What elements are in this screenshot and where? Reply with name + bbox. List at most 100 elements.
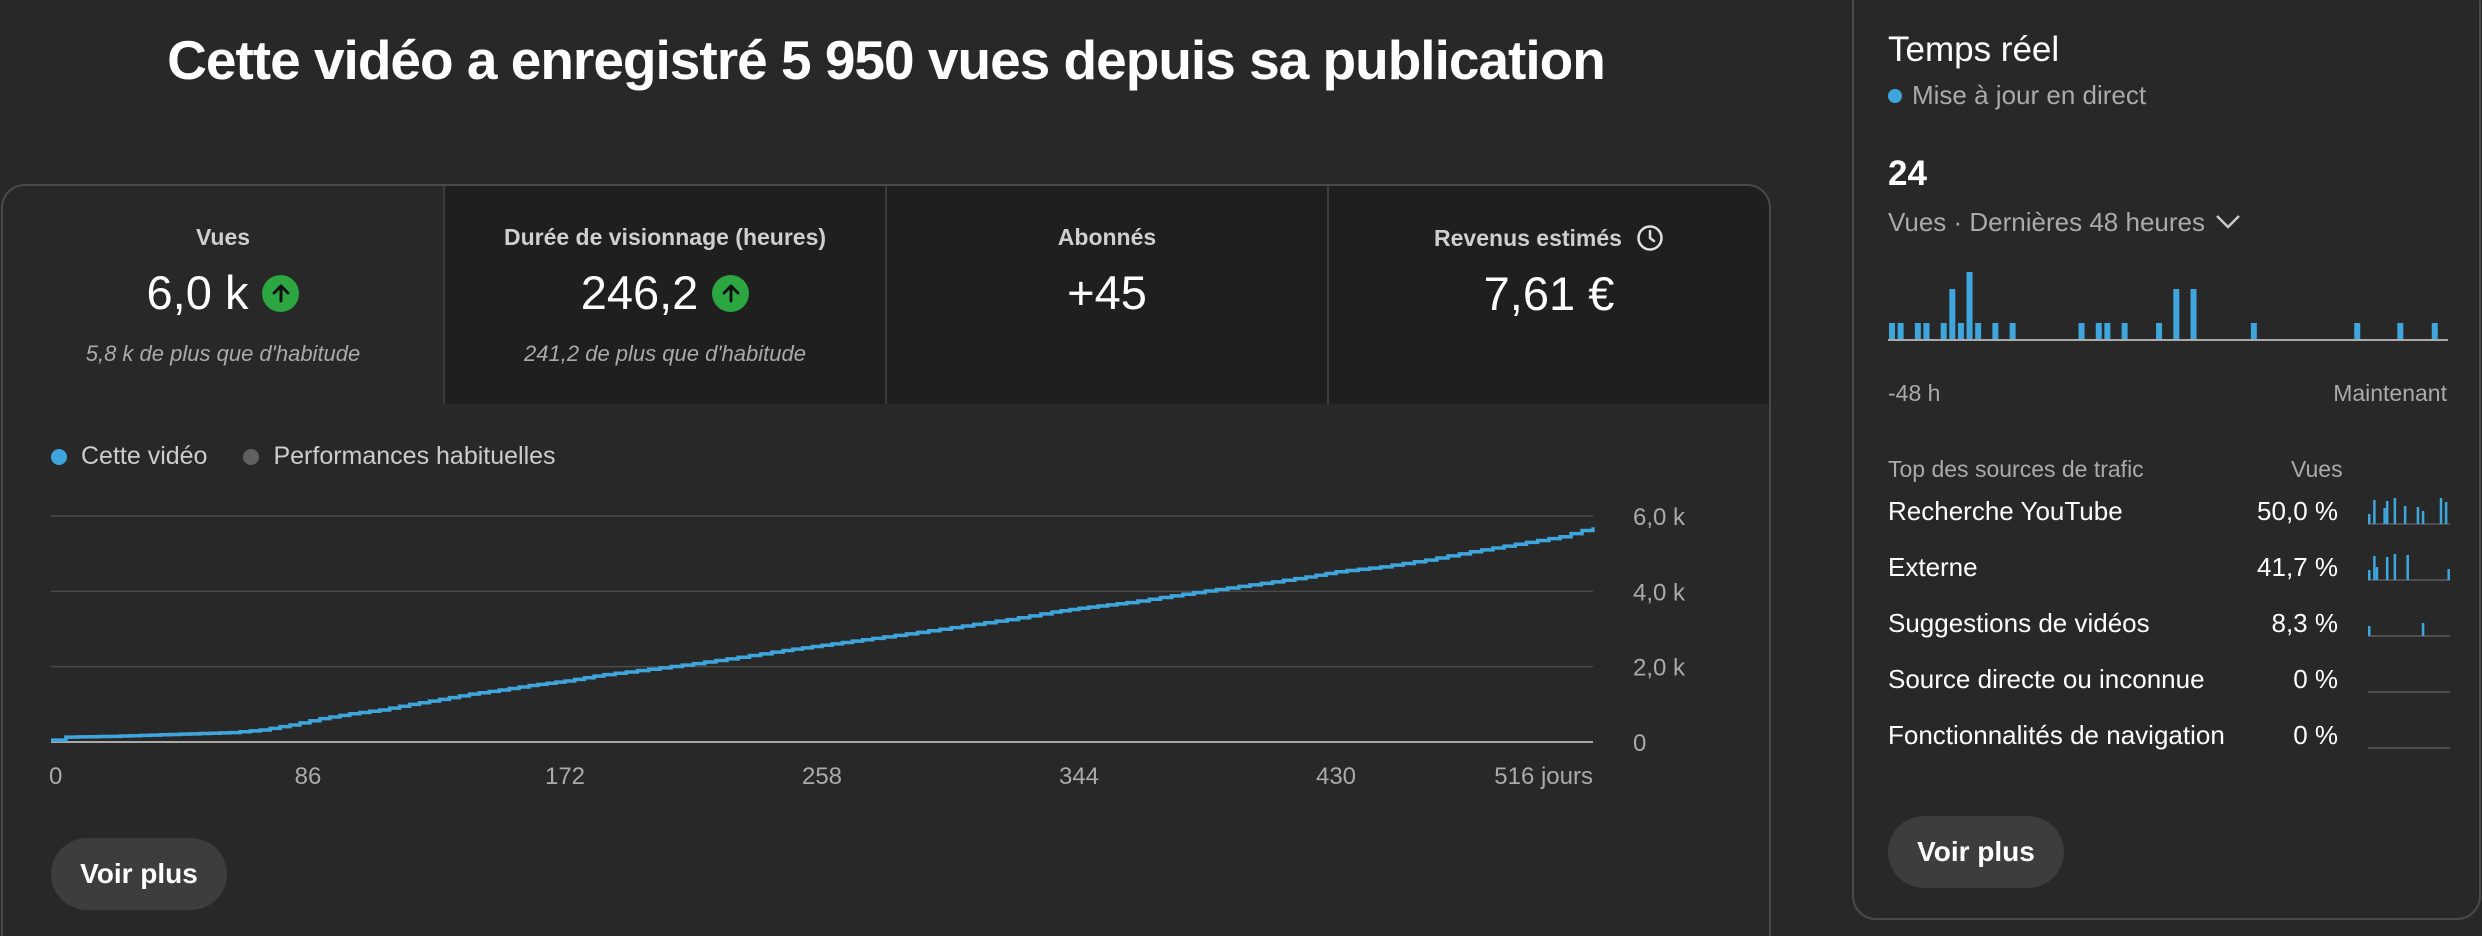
metric-value: 6,0 k	[3, 263, 443, 323]
metric-revenue[interactable]: Revenus estimés 7,61 €	[1327, 186, 1769, 404]
metric-value-text: +45	[1067, 266, 1147, 319]
traffic-source-percent: 8,3 %	[2271, 608, 2339, 638]
see-more-button[interactable]: Voir plus	[51, 838, 227, 910]
realtime-bar	[2250, 323, 2257, 340]
y-tick-label: 2,0 k	[1633, 655, 1686, 682]
metric-label: Vues	[195, 224, 251, 250]
x-tick-label: 344	[1059, 763, 1099, 790]
series-line-this-video	[51, 527, 1595, 742]
realtime-bar	[2173, 289, 2180, 340]
sparkline-bar	[2439, 498, 2443, 524]
realtime-bar	[2009, 323, 2016, 340]
traffic-source-row[interactable]: Source directe ou inconnue 0 %	[1888, 664, 2450, 704]
y-tick-label: 4,0 k	[1633, 579, 1686, 606]
realtime-bar	[1966, 272, 1973, 340]
sparkline-bar	[2368, 514, 2371, 524]
sources-header-label: Top des sources de trafic	[1888, 456, 2144, 482]
legend-this-video[interactable]: Cette vidéo	[51, 442, 207, 471]
realtime-bar	[1914, 323, 1921, 340]
legend-label: Cette vidéo	[81, 442, 208, 470]
traffic-source-name: Recherche YouTube	[1888, 496, 2123, 526]
realtime-bar	[2078, 323, 2085, 340]
metric-label-text: Revenus estimés	[1434, 224, 1622, 251]
metric-label: Revenus estimés	[1329, 224, 1769, 252]
views-line-chart[interactable]: 0 2,0 k 4,0 k 6,0 k 0 86 172 258 344 430 516 jours	[3, 186, 1771, 806]
sparkline-bar	[2393, 554, 2397, 580]
realtime-bar	[2190, 289, 2197, 340]
realtime-bar	[2095, 323, 2102, 340]
realtime-bar	[1975, 323, 1982, 340]
x-tick-label: 0	[49, 763, 62, 790]
legend-typical-performance[interactable]: Performances habituelles	[243, 442, 556, 471]
realtime-bar	[1923, 323, 1930, 340]
views-header-label: Vues	[2291, 456, 2343, 482]
realtime-bar	[1992, 323, 1999, 340]
metric-comparison: 5,8 k de plus que d'habitude	[85, 341, 361, 366]
realtime-bar	[2156, 323, 2163, 340]
period-label: Vues · Dernières 48 heures	[1888, 207, 2205, 237]
metric-comparison: 241,2 de plus que d'habitude	[524, 341, 806, 366]
realtime-bar	[1957, 323, 1964, 340]
metric-value-text: 7,61 €	[1483, 267, 1615, 320]
realtime-bar	[2397, 323, 2404, 340]
traffic-source-percent: 0 %	[2293, 720, 2338, 750]
realtime-bar	[1889, 323, 1895, 340]
axis-end-label: Maintenant	[2333, 380, 2447, 406]
traffic-source-row[interactable]: Fonctionnalités de navigation 0 %	[1888, 720, 2450, 760]
realtime-bar	[2121, 323, 2128, 340]
realtime-see-more-button[interactable]: Voir plus	[1888, 816, 2064, 888]
arrow-up-icon	[712, 274, 750, 312]
metric-value: 7,61 €	[1329, 264, 1769, 324]
sparkline-bar	[2383, 508, 2386, 524]
y-tick-label: 0	[1633, 730, 1646, 757]
sparkline-bar	[2403, 506, 2407, 524]
arrow-up-icon	[262, 274, 300, 312]
metric-label: Durée de visionnage (heures)	[503, 224, 827, 250]
clock-icon	[1636, 224, 1664, 252]
metric-views[interactable]: Vues 6,0 k 5,8 k de plus que d'habitude	[3, 186, 443, 404]
traffic-source-sparkline	[2368, 498, 2450, 525]
traffic-source-row[interactable]: Externe 41,7 %	[1888, 552, 2450, 592]
legend-label: Performances habituelles	[273, 442, 556, 470]
traffic-source-sparkline	[2368, 554, 2450, 581]
sparkline-bar	[2421, 511, 2425, 524]
realtime-bar-chart[interactable]	[1888, 252, 2450, 352]
sparkline-bar	[2385, 501, 2389, 524]
metric-value: 246,2	[445, 263, 885, 323]
metric-subscribers[interactable]: Abonnés +45	[885, 186, 1327, 404]
x-tick-label: 86	[295, 763, 322, 790]
metric-value-text: 246,2	[580, 266, 699, 319]
chevron-down-icon	[2215, 207, 2241, 238]
realtime-bar	[2431, 323, 2438, 340]
realtime-title: Temps réel	[1888, 30, 2060, 69]
traffic-source-row[interactable]: Suggestions de vidéos 8,3 %	[1888, 608, 2450, 648]
legend-dot	[51, 448, 67, 465]
traffic-source-sparkline	[2368, 623, 2450, 637]
metric-value: +45	[887, 263, 1327, 323]
traffic-source-percent: 0 %	[2293, 664, 2338, 694]
x-tick-label: 258	[802, 763, 842, 790]
sparkline-bar	[2447, 569, 2450, 580]
realtime-bar	[1949, 289, 1956, 340]
traffic-source-sparkline	[2368, 747, 2450, 749]
traffic-source-row[interactable]: Recherche YouTube 50,0 %	[1888, 496, 2450, 536]
realtime-bar	[2354, 323, 2361, 340]
metric-watch-time[interactable]: Durée de visionnage (heures) 246,2 241,2…	[443, 186, 885, 404]
period-dropdown[interactable]: Vues · Dernières 48 heures	[1888, 207, 2241, 238]
traffic-source-name: Fonctionnalités de navigation	[1888, 720, 2225, 750]
metrics-row: Vues 6,0 k 5,8 k de plus que d'habitude …	[3, 186, 1769, 404]
metric-value-text: 6,0 k	[146, 266, 249, 319]
sparkline-bar	[2373, 556, 2376, 580]
realtime-bar	[1897, 323, 1904, 340]
x-tick-label: 516 jours	[1494, 763, 1593, 790]
live-status: Mise à jour en direct	[1888, 80, 2146, 111]
x-tick-label: 172	[545, 763, 585, 790]
page-title: Cette vidéo a enregistré 5 950 vues depu…	[167, 29, 1606, 91]
sparkline-bar	[2373, 500, 2376, 524]
axis-start-label: -48 h	[1888, 380, 1941, 406]
sparkline-bar	[2416, 507, 2420, 524]
traffic-source-name: Externe	[1888, 552, 1978, 582]
metric-label: Abonnés	[1057, 224, 1157, 250]
traffic-source-percent: 41,7 %	[2257, 552, 2338, 582]
